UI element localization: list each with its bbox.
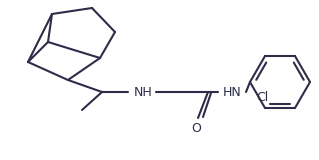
Text: O: O bbox=[191, 121, 201, 135]
Text: Cl: Cl bbox=[256, 92, 268, 104]
Text: NH: NH bbox=[134, 85, 152, 99]
Text: HN: HN bbox=[223, 85, 241, 99]
